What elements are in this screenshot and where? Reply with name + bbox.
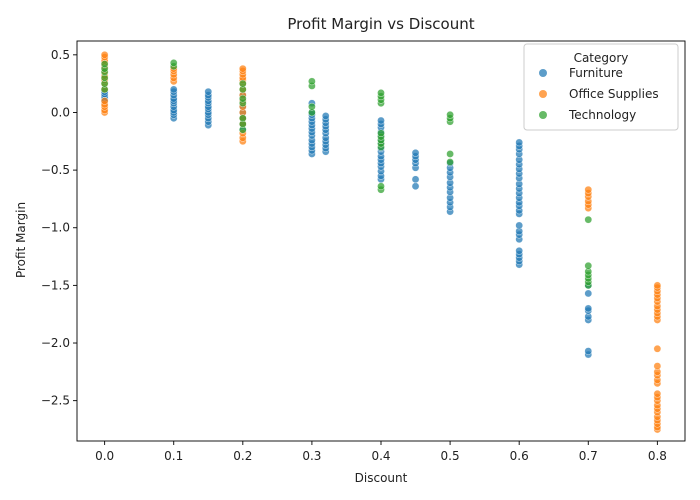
legend-marker	[539, 90, 547, 98]
data-point	[377, 129, 385, 138]
data-point	[238, 79, 247, 88]
data-point	[238, 64, 247, 73]
legend-box	[523, 43, 679, 131]
data-point	[169, 85, 178, 94]
data-point	[411, 148, 420, 157]
y-tick-label: 0.0	[51, 105, 70, 119]
x-tick-label: 0.7	[579, 449, 598, 463]
x-tick-label: 0.0	[95, 449, 114, 463]
data-point	[308, 77, 316, 86]
series-furniture	[100, 85, 593, 359]
x-tick-label: 0.2	[233, 449, 252, 463]
y-tick-label: −2.5	[41, 394, 70, 408]
data-point	[653, 362, 662, 370]
data-point	[584, 215, 593, 224]
data-point	[446, 110, 454, 119]
data-point	[377, 182, 385, 191]
data-point	[584, 185, 593, 194]
x-tick-label: 0.5	[441, 449, 460, 463]
legend-label: Furniture	[569, 66, 623, 80]
data-point	[238, 94, 247, 103]
y-tick-label: 0.5	[51, 48, 70, 62]
data-point	[653, 344, 662, 353]
y-tick-label: −2.0	[41, 336, 70, 350]
data-point	[584, 261, 593, 270]
x-tick-label: 0.1	[164, 449, 183, 463]
legend-label: Technology	[568, 108, 636, 122]
data-point	[515, 138, 524, 147]
data-point	[100, 97, 109, 105]
legend-marker	[539, 69, 547, 77]
legend-marker	[539, 111, 547, 119]
x-tick-label: 0.4	[371, 449, 390, 463]
data-point	[377, 89, 385, 97]
legend: Category Furniture Office Supplies Technol…	[523, 43, 679, 131]
data-point	[584, 289, 593, 298]
data-point	[411, 182, 420, 191]
data-point	[377, 116, 385, 125]
data-point	[100, 60, 109, 68]
data-point	[204, 87, 213, 96]
data-point	[515, 221, 524, 230]
points-layer	[100, 50, 662, 434]
y-tick-label: −1.0	[41, 221, 70, 235]
chart-title: Profit Margin vs Discount	[287, 15, 474, 33]
data-point	[308, 102, 316, 111]
y-tick-label: −0.5	[41, 163, 70, 177]
data-point	[653, 389, 662, 398]
data-point	[584, 304, 593, 313]
legend-items: Furniture Office Supplies Technology	[539, 66, 659, 122]
data-point	[321, 112, 330, 120]
x-axis-label: Discount	[355, 471, 408, 485]
data-point	[100, 50, 109, 59]
x-tick-label: 0.3	[302, 449, 321, 463]
data-point	[446, 158, 454, 166]
series-technology	[100, 59, 593, 290]
y-tick-label: −1.5	[41, 278, 70, 292]
legend-title: Category	[574, 51, 629, 65]
data-point	[446, 150, 454, 158]
data-point	[411, 175, 420, 184]
x-axis: 0.0 0.1 0.2 0.3 0.4 0.5 0.6 0.7 0.8	[95, 441, 667, 463]
data-point	[169, 59, 178, 67]
y-axis: 0.5 0.0 −0.5 −1.0 −1.5 −2.0 −2.5	[41, 48, 77, 408]
data-point	[238, 114, 247, 123]
data-point	[584, 347, 593, 355]
y-axis-label: Profit Margin	[14, 202, 28, 278]
data-point	[515, 246, 524, 255]
legend-label: Office Supplies	[569, 87, 659, 101]
x-tick-label: 0.6	[510, 449, 529, 463]
data-point	[653, 281, 662, 290]
x-tick-label: 0.8	[648, 449, 667, 463]
